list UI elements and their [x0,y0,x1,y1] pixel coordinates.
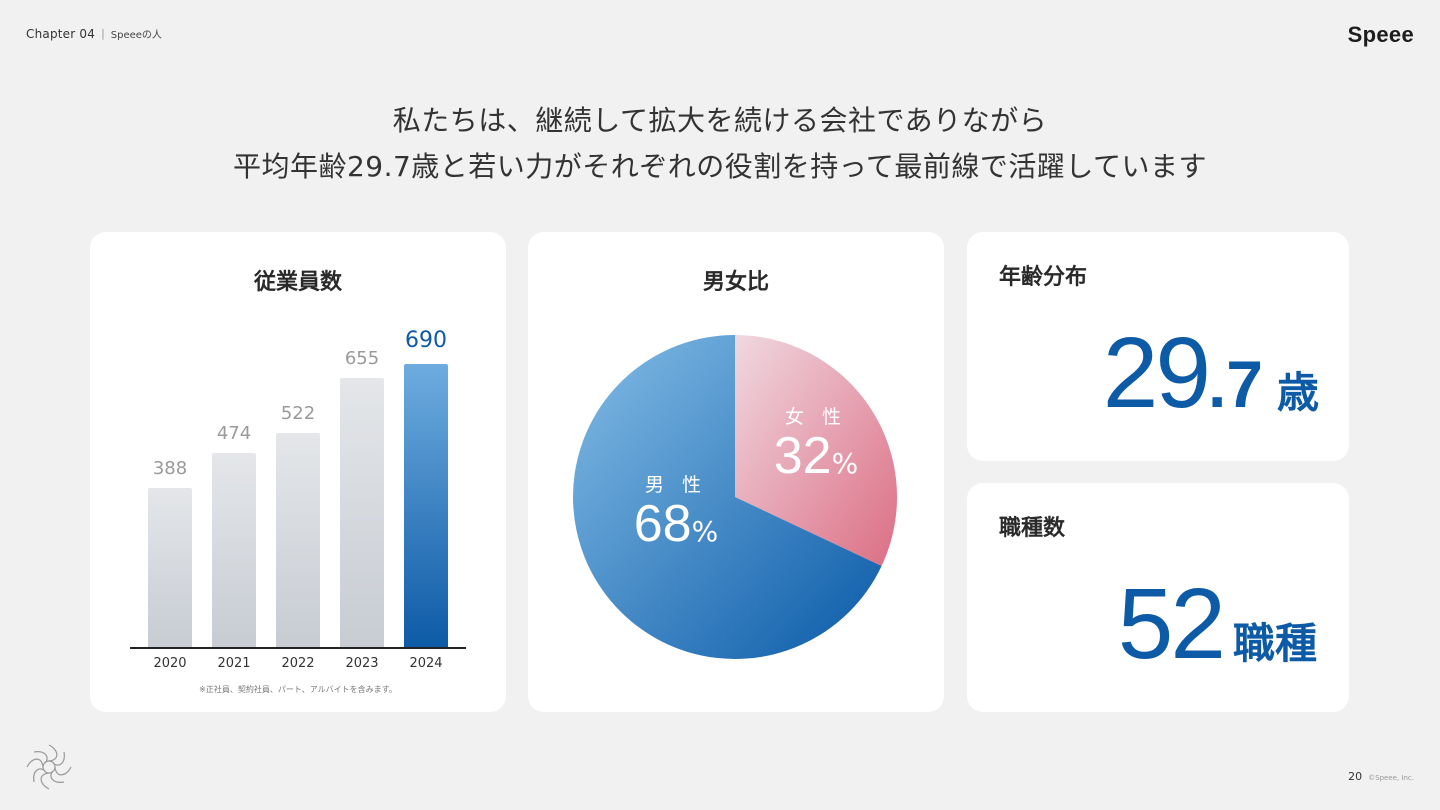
speee-logo: Speee [1347,22,1414,47]
x-tick-2024: 2024 [409,656,443,671]
age-card: 年齢分布 29.7 歳 [967,232,1349,461]
male-label: 男 性 [644,474,708,496]
pie-label-female: 女 性 32% [756,402,876,483]
female-label: 女 性 [784,406,848,428]
employee-count-card: 従業員数 388 474 522 655 690 ※正社員、契約社員、パート、アルバイト… [90,232,506,712]
headline-line-2: 平均年齢29.7歳と若い力がそれぞれの役割を持って最前線で活躍しています [232,150,1208,183]
bar-value-2021: 474 [216,423,252,444]
headline-line-1: 私たちは、継続して拡大を続ける会社でありながら [392,104,1048,137]
bar-2020 [148,488,192,648]
average-age-value: 29.7 歳 [1103,316,1319,431]
bar-value-2024: 690 [405,328,447,353]
age-unit: 歳 [1276,369,1319,416]
pie-label-male: 男 性 68% [616,470,736,551]
chart-baseline [130,647,466,649]
x-tick-2020: 2020 [153,656,187,671]
male-percent-symbol: % [691,515,719,548]
job-types-number: 52 [1117,568,1226,680]
job-types-unit: 職種 [1232,620,1317,667]
bar-2022 [276,433,320,648]
breadcrumb: Chapter 04 | Speeeの人 [26,26,162,42]
breadcrumb-separator: | [101,27,105,40]
bar-value-2022: 522 [280,403,316,424]
bar-2024 [404,364,448,648]
job-types-title: 職種数 [999,516,1066,541]
page-footer: 20 ©Speee, Inc. [1348,770,1414,783]
age-integer: 29 [1102,317,1211,429]
gender-ratio-card: 男女比 女 性 32% 男 性 68% [528,232,944,712]
speee-swirl-icon [26,744,72,790]
x-tick-2021: 2021 [217,656,251,671]
copyright: ©Speee, Inc. [1368,774,1414,782]
bar-2023 [340,378,384,648]
age-title: 年齢分布 [999,265,1088,290]
male-percent: 68 [633,495,692,553]
x-tick-2022: 2022 [281,656,315,671]
chapter-label: Chapter 04 [26,26,96,41]
pie-slice-male [573,335,882,659]
section-label: Speeeの人 [110,30,162,41]
bar-value-2020: 388 [152,458,188,479]
gender-pie-chart [573,335,897,659]
employee-footnote: ※正社員、契約社員、パート、アルバイトを含みます。 [199,685,397,694]
page-number: 20 [1348,770,1363,783]
job-types-card: 職種数 52 職種 [967,483,1349,712]
bar-2021 [212,453,256,648]
job-types-value: 52 職種 [1118,567,1317,682]
female-percent-symbol: % [831,447,859,480]
bar-value-2023: 655 [344,348,380,369]
employee-count-title: 従業員数 [253,270,342,295]
female-percent: 32 [773,427,832,485]
x-tick-2023: 2023 [345,656,379,671]
gender-ratio-title: 男女比 [702,270,769,295]
pie-slice-female [735,335,897,566]
employee-bar-chart: 388 474 522 655 690 [130,322,466,648]
age-decimal: .7 [1207,347,1263,421]
